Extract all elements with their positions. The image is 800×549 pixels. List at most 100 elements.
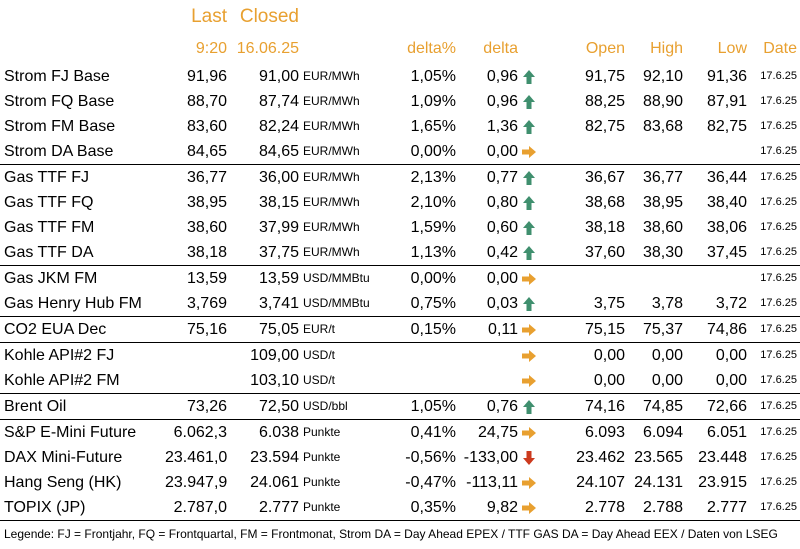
row-high	[625, 139, 683, 165]
table-row: Kohle API#2 FM 103,10 USD/t 0,00 0,00 0,00 17.…	[0, 368, 800, 394]
row-low: 38,06	[706, 219, 747, 236]
row-date: 17.6.25	[760, 120, 797, 132]
row-delta-pct: 2,10%	[410, 194, 456, 211]
arrow-right-icon	[518, 470, 540, 495]
row-delta: -113,11	[466, 474, 518, 491]
legend-text: Legende: FJ = Frontjahr, FQ = Frontquart…	[4, 527, 778, 541]
row-high: 3,78	[651, 295, 683, 312]
row-date: 17.6.25	[747, 342, 800, 368]
table-row: Gas TTF FJ 36,77 36,00 EUR/MWh 2,13% 0,77 36,6…	[0, 164, 800, 190]
table-row: Kohle API#2 FJ 109,00 USD/t 0,00 0,00 0,00 17.…	[0, 342, 800, 368]
row-delta: 0,77	[456, 164, 518, 190]
row-open: 0,00	[540, 342, 625, 368]
arrow-right-icon	[518, 495, 540, 521]
row-closed: 24.061	[250, 474, 299, 491]
row-closed: 37,99	[258, 219, 299, 236]
row-high: 38,60	[642, 219, 683, 236]
row-low: 37,45	[706, 244, 747, 261]
table-row: Gas TTF DA 38,18 37,75 EUR/MWh 1,13% 0,42 37,6…	[0, 240, 800, 266]
row-name: Kohle API#2 FM	[4, 372, 120, 389]
row-last: 13,59	[165, 265, 227, 291]
row-last: 23.461,0	[165, 449, 227, 466]
row-low: 74,86	[683, 316, 747, 343]
arrow-up-icon	[518, 190, 540, 215]
row-delta-pct: 0,00%	[394, 265, 456, 291]
row-unit: EUR/MWh	[299, 164, 394, 190]
row-last	[165, 342, 227, 368]
header-delta-pct: delta%	[407, 40, 456, 57]
market-table: Last Closed 9:20 16.06.25 delta% delta O…	[0, 6, 800, 521]
row-unit: EUR/MWh	[303, 144, 360, 158]
row-date: 17.6.25	[760, 196, 797, 208]
row-name: S&P E-Mini Future	[0, 419, 165, 445]
row-low: 2.777	[683, 495, 747, 521]
row-low: 3,72	[715, 295, 747, 312]
arrow-up-icon	[518, 64, 540, 89]
table-row: DAX Mini-Future 23.461,0 23.594 Punkte -0,56…	[0, 445, 800, 470]
row-high: 0,00	[625, 342, 683, 368]
row-low: 82,75	[706, 118, 747, 135]
row-delta-pct: 1,05%	[394, 393, 456, 420]
row-open: 3,75	[593, 295, 625, 312]
row-name: Strom FM Base	[4, 118, 116, 135]
row-high: 83,68	[642, 118, 683, 135]
row-name: Gas TTF FM	[4, 219, 95, 236]
row-high	[625, 265, 683, 291]
row-unit: Punkte	[303, 475, 341, 489]
header-low: Low	[717, 40, 747, 57]
row-unit: EUR/MWh	[303, 94, 360, 108]
header-last: Last	[191, 6, 227, 27]
row-low: 38,40	[706, 194, 747, 211]
row-closed: 91,00	[258, 68, 299, 85]
row-low: 91,36	[706, 68, 747, 85]
row-name: Gas TTF DA	[4, 244, 94, 261]
row-delta-pct: 1,09%	[410, 93, 456, 110]
row-high: 75,37	[625, 316, 683, 343]
table-row: Brent Oil 73,26 72,50 USD/bbl 1,05% 0,76 74,16…	[0, 393, 800, 420]
row-delta	[456, 368, 518, 394]
table-row: CO2 EUA Dec 75,16 75,05 EUR/t 0,15% 0,11 75,15…	[0, 316, 800, 343]
row-high: 23.565	[634, 449, 683, 466]
row-closed: 109,00	[227, 342, 299, 368]
row-closed: 103,10	[250, 372, 299, 389]
row-date: 17.6.25	[760, 451, 797, 463]
row-name: Strom FQ Base	[4, 93, 115, 110]
row-open	[540, 265, 625, 291]
header-row-2: 9:20 16.06.25 delta% delta Open High Low…	[0, 34, 800, 64]
row-last: 73,26	[165, 393, 227, 420]
row-unit: Punkte	[299, 419, 394, 445]
row-unit: USD/MMBtu	[299, 265, 394, 291]
row-open: 2.778	[540, 495, 625, 521]
row-unit: USD/MMBtu	[303, 296, 370, 310]
row-name: Gas TTF FJ	[0, 164, 165, 190]
row-date: 17.6.25	[760, 374, 797, 386]
row-low: 36,44	[683, 164, 747, 190]
row-open: 37,60	[584, 244, 625, 261]
row-name: Strom DA Base	[4, 143, 114, 160]
row-delta: 0,60	[486, 219, 518, 236]
row-delta: 0,00	[486, 143, 518, 160]
row-last: 91,96	[186, 68, 227, 85]
arrow-right-icon	[518, 342, 540, 368]
row-delta-pct: -0,47%	[405, 474, 456, 491]
row-low: 23.915	[698, 474, 747, 491]
row-last: 83,60	[186, 118, 227, 135]
row-name: Gas TTF FQ	[4, 194, 94, 211]
row-closed: 6.038	[227, 419, 299, 445]
row-high: 36,77	[625, 164, 683, 190]
row-delta: 0,96	[486, 93, 518, 110]
row-name: Kohle API#2 FJ	[0, 342, 165, 368]
arrow-right-icon	[518, 265, 540, 291]
row-date: 17.6.25	[747, 265, 800, 291]
row-date: 17.6.25	[747, 419, 800, 445]
row-delta	[456, 342, 518, 368]
row-delta-pct: -0,56%	[405, 449, 456, 466]
row-high: 92,10	[642, 68, 683, 85]
row-unit: USD/bbl	[299, 393, 394, 420]
row-closed: 3,741	[258, 295, 299, 312]
row-unit: Punkte	[299, 495, 394, 521]
row-last: 38,18	[186, 244, 227, 261]
row-low: 6.051	[683, 419, 747, 445]
row-delta: 0,03	[486, 295, 518, 312]
table-row: Gas TTF FQ 38,95 38,15 EUR/MWh 2,10% 0,80 38,6…	[0, 190, 800, 215]
